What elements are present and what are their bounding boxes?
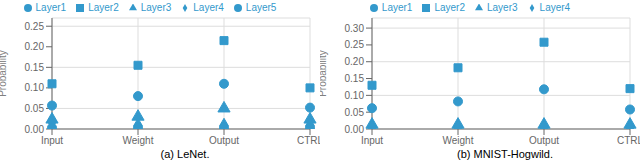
html-text:Layer5: Layer5 [245, 2, 277, 13]
svg-text:Weight: Weight [123, 135, 154, 146]
svg-text:0.20: 0.20 [345, 56, 365, 67]
svg-text:0.20: 0.20 [25, 41, 45, 52]
svg-text:Output: Output [529, 135, 559, 146]
svg-text:0.00: 0.00 [25, 124, 45, 135]
svg-text:0.00: 0.00 [345, 124, 365, 135]
html-text:(b) MNIST-Hogwild.: (b) MNIST-Hogwild. [457, 148, 553, 160]
svg-text:CTRL: CTRL [617, 135, 632, 146]
html-text:Layer2: Layer2 [88, 2, 119, 13]
svg-text:0.10: 0.10 [25, 82, 45, 93]
svg-text:Output: Output [209, 135, 239, 146]
svg-text:Input: Input [41, 135, 63, 146]
svg-text:0.15: 0.15 [345, 73, 365, 84]
svg-text:CTRL: CTRL [297, 135, 320, 146]
html-text:Layer1: Layer1 [381, 2, 413, 13]
svg-text:0.05: 0.05 [25, 103, 45, 114]
html-text:Layer1: Layer1 [35, 2, 67, 13]
svg-text:0.15: 0.15 [25, 62, 45, 73]
svg-text:0.10: 0.10 [345, 90, 365, 101]
html-text:(a) LeNet.: (a) LeNet. [160, 148, 210, 160]
svg-text:Probability: Probability [320, 50, 328, 97]
html-text:Layer4: Layer4 [193, 2, 224, 13]
svg-text:0.25: 0.25 [25, 21, 45, 32]
svg-text:0.30: 0.30 [345, 23, 365, 34]
svg-text:0.25: 0.25 [345, 39, 365, 50]
html-text:Layer3: Layer3 [487, 2, 518, 13]
svg-text:Weight: Weight [443, 135, 474, 146]
html-text:Layer2: Layer2 [434, 2, 465, 13]
html-text:Layer4: Layer4 [539, 2, 571, 13]
html-text:Layer3: Layer3 [140, 2, 172, 13]
svg-text:0.05: 0.05 [345, 107, 365, 118]
svg-text:Input: Input [361, 135, 383, 146]
